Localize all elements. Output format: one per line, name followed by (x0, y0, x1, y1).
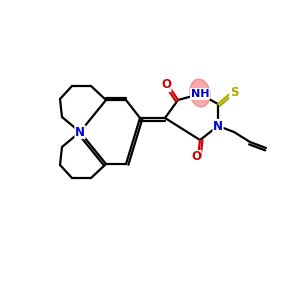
Text: N: N (75, 125, 85, 139)
Text: NH: NH (191, 89, 209, 99)
Text: NH: NH (191, 89, 209, 99)
Text: O: O (161, 79, 171, 92)
Text: O: O (191, 151, 201, 164)
Ellipse shape (190, 79, 210, 107)
Text: S: S (230, 85, 238, 98)
Text: N: N (213, 119, 223, 133)
